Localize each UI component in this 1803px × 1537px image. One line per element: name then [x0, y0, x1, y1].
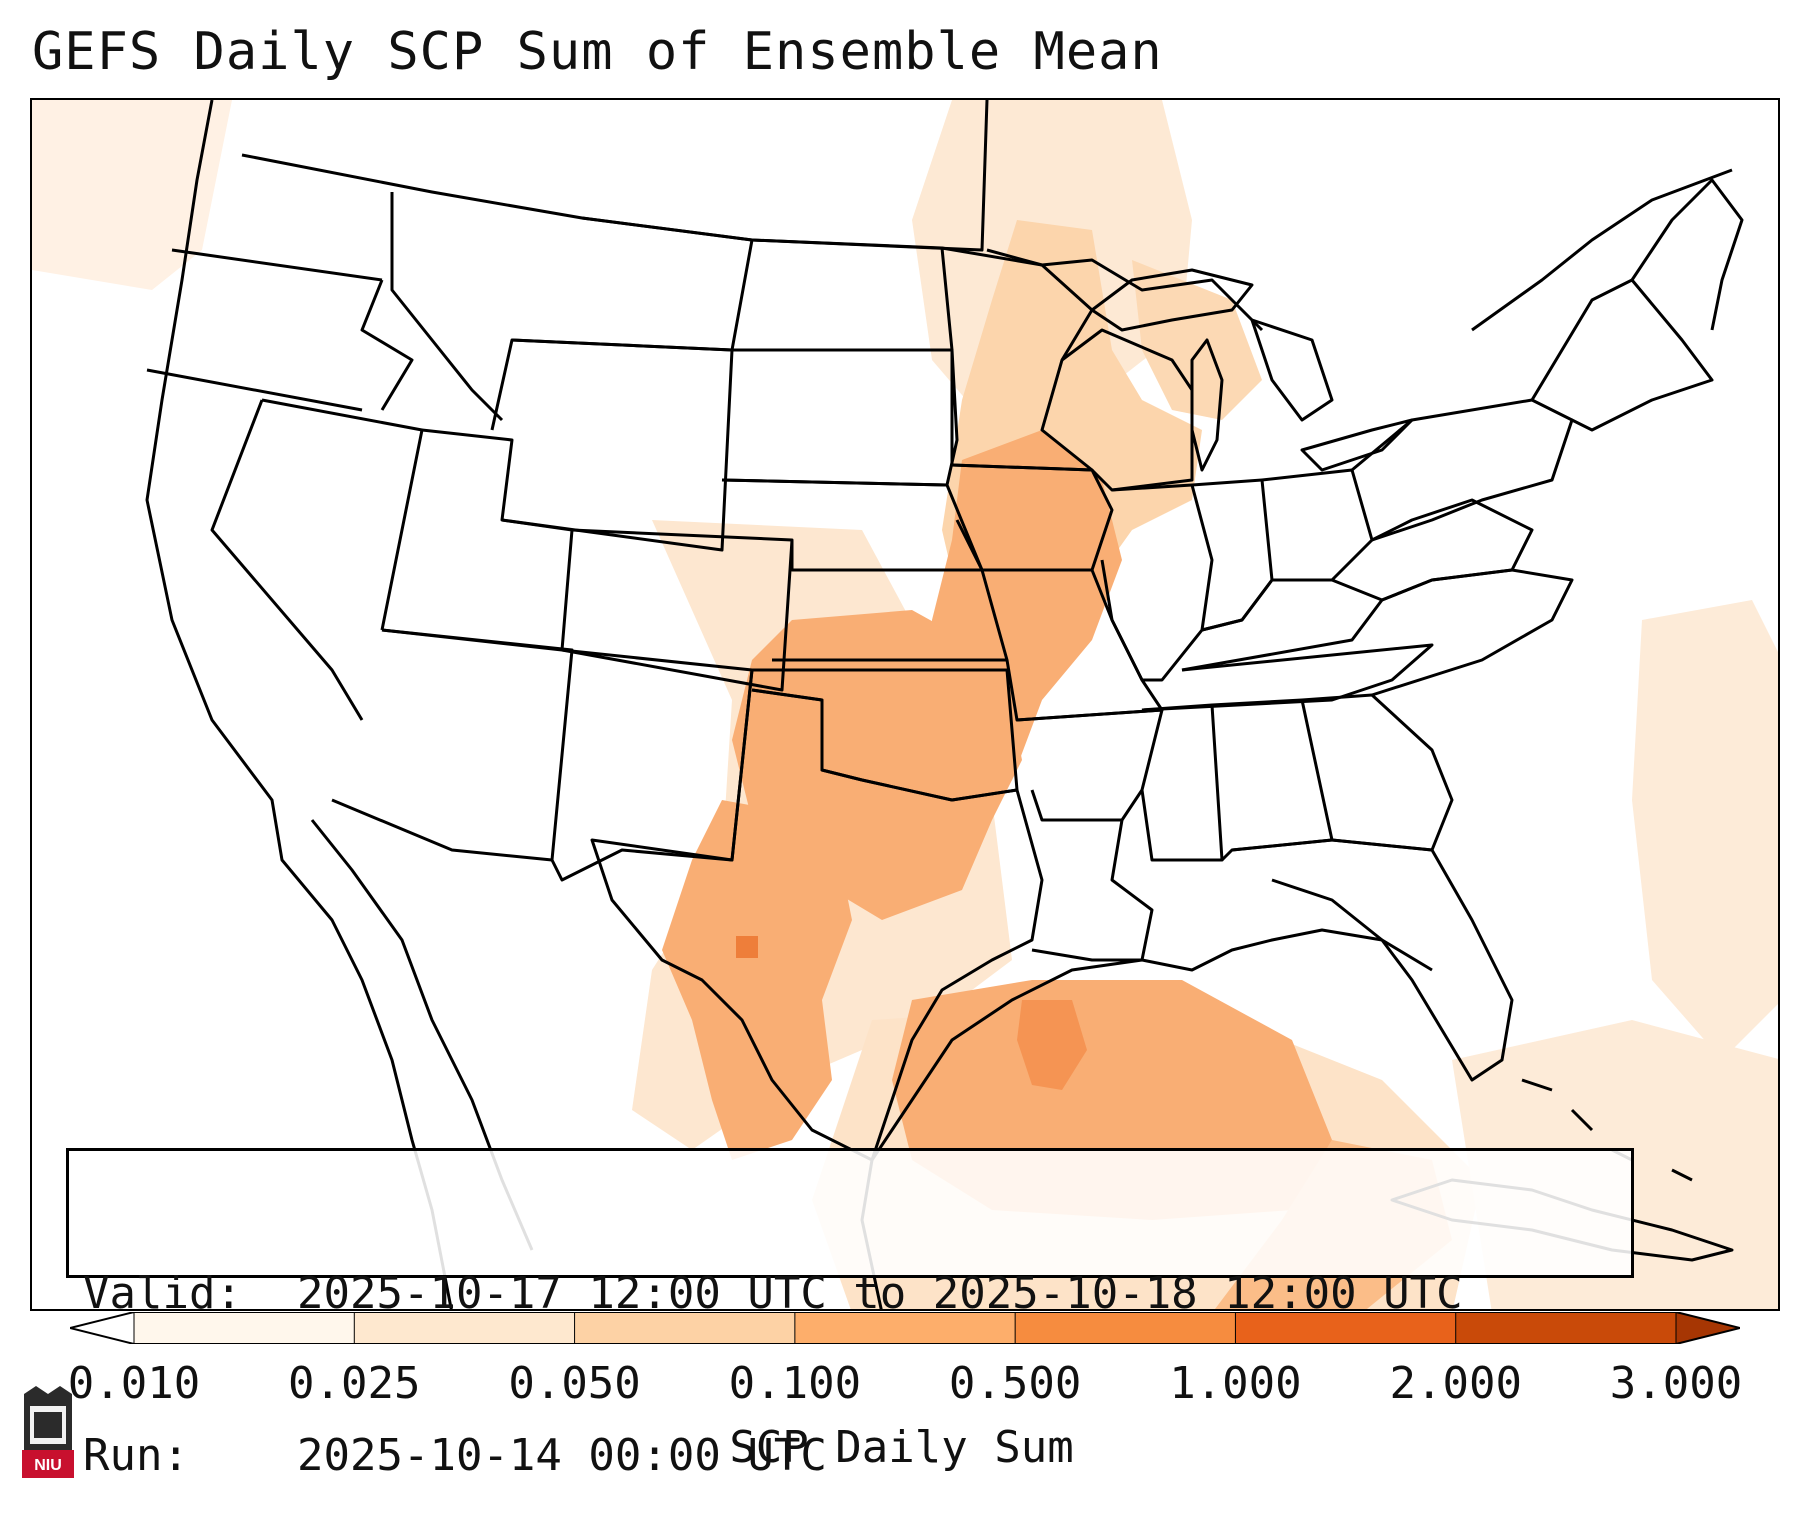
colorbar-segment — [134, 1312, 355, 1344]
co-border — [561, 528, 794, 692]
scp-field-deep-west-texas — [736, 936, 758, 958]
colorbar-segment — [1455, 1312, 1677, 1344]
colorbar-tick-label: 0.025 — [288, 1358, 421, 1409]
colorbar — [70, 1312, 1740, 1344]
lake-michigan — [1190, 338, 1224, 472]
gulf-coast — [870, 928, 1433, 1161]
colorbar-tick-label: 0.500 — [948, 1358, 1082, 1409]
west-coast — [145, 100, 453, 1309]
il-border — [1100, 483, 1214, 682]
map-title: GEFS Daily SCP Sum of Ensemble Mean — [32, 22, 1163, 82]
ar-border — [1016, 708, 1164, 822]
bahamas — [1521, 1078, 1693, 1182]
colorbar-tick-label: 2.000 — [1389, 1358, 1522, 1409]
colorbar-segment — [794, 1312, 1016, 1344]
ky-border — [1181, 578, 1384, 672]
maine — [1630, 178, 1744, 331]
az-border — [331, 628, 574, 862]
colorbar-tick-label: 0.100 — [728, 1358, 862, 1409]
svg-text:NIU: NIU — [34, 1457, 62, 1474]
scp-field-deep-gulf — [1017, 1000, 1087, 1090]
run-row: Run: 2025-10-14 00:00 UTC — [83, 1429, 1617, 1483]
id-mt-border — [390, 192, 504, 422]
colorbar-extend-max — [1676, 1312, 1740, 1344]
map-panel — [30, 98, 1780, 1311]
colorbar-tick-labels: 0.010 0.025 0.050 0.100 0.500 1.000 2.000 3.000 — [0, 1358, 1803, 1418]
valid-row: Valid: 2025-10-17 12:00 UTC to 2025-10-18… — [83, 1267, 1617, 1321]
wa-or-border — [171, 248, 383, 282]
colorbar-segment — [1235, 1312, 1457, 1344]
colorbar-extend-min — [70, 1312, 134, 1344]
scp-shading — [32, 100, 1778, 1309]
nv-ut-border — [261, 398, 424, 631]
la-border — [1031, 818, 1154, 962]
or-ca-border — [146, 368, 363, 412]
valid-value: 2025-10-17 12:00 UTC to 2025-10-18 12:00… — [297, 1268, 1463, 1319]
colorbar-segment — [1015, 1312, 1236, 1344]
pa-ny-border — [1351, 398, 1574, 542]
oh-border — [1261, 468, 1374, 582]
state-boundaries — [145, 100, 1744, 1309]
colorbar-segments — [70, 1312, 1740, 1344]
ut-border — [381, 428, 574, 652]
colorbar-tick-label: 0.050 — [508, 1358, 641, 1409]
colorbar-tick-label: 1.000 — [1169, 1358, 1302, 1409]
al-border — [1211, 698, 1334, 862]
run-value: 2025-10-14 00:00 UTC — [297, 1430, 827, 1481]
colorbar-segment — [354, 1312, 576, 1344]
ks-border — [772, 568, 1009, 662]
wy-border — [501, 338, 734, 552]
tx-border — [590, 669, 1044, 1162]
or-id-border — [360, 279, 414, 411]
niu-logo: NIU — [22, 1386, 74, 1478]
scp-field-mid-michigan — [1132, 260, 1262, 420]
nv-border — [210, 399, 364, 721]
map-canvas — [32, 100, 1778, 1309]
fl-border — [1231, 838, 1514, 1082]
canada-border-west — [241, 100, 989, 252]
sc-nc-border — [1371, 568, 1574, 697]
colorbar-tick-label: 3.000 — [1609, 1358, 1743, 1409]
colorbar-tick-label: 0.010 — [67, 1358, 201, 1409]
lake-superior — [1090, 268, 1254, 332]
va-border — [1371, 498, 1534, 602]
sd-border — [721, 348, 959, 487]
mt-border — [490, 216, 754, 431]
validity-info-box: Valid: 2025-10-17 12:00 UTC to 2025-10-18… — [66, 1148, 1634, 1481]
scp-field-light-northwest — [32, 100, 232, 290]
scp-field-light-atlantic — [1632, 600, 1778, 1060]
ny-new-england — [1530, 278, 1714, 432]
colorbar-label: SCP Daily Sum — [729, 1422, 1074, 1473]
ia-border — [951, 463, 1114, 572]
ga-border — [1301, 693, 1454, 852]
valid-label: Valid: — [83, 1268, 242, 1319]
nm-border — [550, 648, 754, 882]
canada-border-northeast — [1471, 168, 1733, 332]
colorbar-ticks — [133, 1312, 1677, 1344]
colorbar-segment — [574, 1312, 796, 1344]
lake-huron-erie — [1250, 318, 1414, 472]
ms-al-border — [1140, 703, 1224, 862]
scp-field-strong-texas — [662, 800, 852, 1160]
run-label: Run: — [83, 1430, 189, 1481]
